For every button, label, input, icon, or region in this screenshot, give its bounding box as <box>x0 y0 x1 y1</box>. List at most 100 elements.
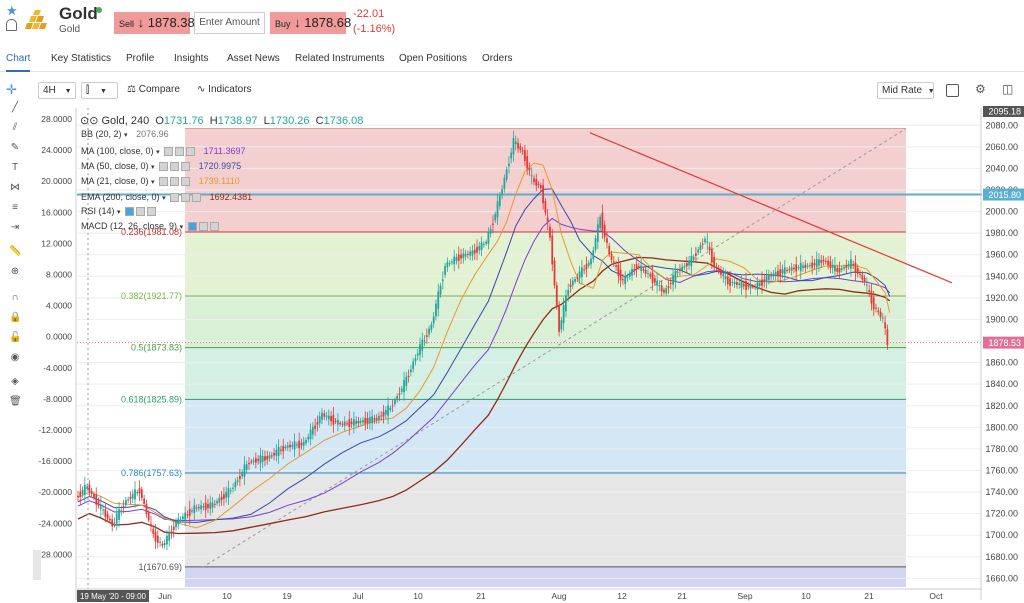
eye-icon[interactable]: ◉ <box>10 352 20 363</box>
x-tick-label: 19 <box>282 591 292 601</box>
visibility-icon[interactable] <box>198 222 208 232</box>
indicators-button[interactable]: ∿ Indicators <box>197 82 252 99</box>
ruler-icon[interactable]: 📏 <box>9 246 22 257</box>
tab-profile[interactable]: Profile <box>126 53 155 64</box>
candle-body <box>530 175 533 177</box>
candle-body <box>147 512 150 521</box>
visibility-icon[interactable] <box>175 147 185 157</box>
settings-icon[interactable] <box>159 162 169 172</box>
trash-icon[interactable]: 🗑 <box>9 396 22 407</box>
settings-icon[interactable] <box>170 193 180 203</box>
scroll-handle <box>33 550 41 580</box>
tab-open-positions[interactable]: Open Positions <box>399 53 467 64</box>
indicator-ma100[interactable]: MA (100, close, 0) ▾ 1711.3697 <box>81 146 246 157</box>
market-open-indicator <box>96 7 102 13</box>
candle-body <box>307 436 310 440</box>
candle-body <box>457 254 460 261</box>
candle-body <box>261 455 264 462</box>
zoom-in-icon[interactable]: ⊕ <box>10 266 20 277</box>
visibility-icon[interactable] <box>181 193 191 203</box>
candle-body <box>241 472 244 477</box>
tab-orders[interactable]: Orders <box>482 53 513 64</box>
forecast-tool-icon[interactable]: ⇥ <box>10 222 20 233</box>
visibility-icon[interactable] <box>136 207 146 217</box>
close-icon[interactable] <box>181 177 191 187</box>
text-tool-icon[interactable]: T <box>11 162 19 173</box>
candle-body <box>186 514 189 516</box>
candle-body <box>820 260 823 263</box>
pattern-tool-icon[interactable]: ⋈ <box>10 182 20 193</box>
candle-body <box>663 289 665 293</box>
candle-body <box>109 518 111 521</box>
chart-type-select[interactable]: ⫿ ▼ <box>81 82 118 99</box>
close-icon[interactable] <box>209 222 219 232</box>
brush-tool-icon[interactable]: ✎ <box>10 142 20 153</box>
settings-gear-icon[interactable]: ⚙ <box>975 82 986 96</box>
low-value: 1730.26 <box>269 115 310 127</box>
candle-body <box>143 498 146 504</box>
lock-icon[interactable]: 🔒 <box>9 312 22 323</box>
fib-tool-icon[interactable]: ≡ <box>12 202 18 213</box>
bell-icon[interactable] <box>6 19 17 31</box>
low-label: L <box>263 115 270 127</box>
close-icon[interactable] <box>147 207 157 217</box>
indicator-ema200[interactable]: EMA (200, close, 0) ▾ 1692.4381 <box>81 192 252 203</box>
unlock-icon[interactable]: 🔓 <box>9 332 22 343</box>
indicator-name: MA (100, close, 0) <box>81 146 154 156</box>
candle-body <box>259 455 262 464</box>
amount-input[interactable]: Enter Amount <box>194 12 265 34</box>
candle-body <box>772 273 775 277</box>
price-tick-label: 2000.00 <box>985 207 1018 217</box>
close-icon[interactable] <box>186 147 196 157</box>
settings-icon[interactable] <box>164 147 174 157</box>
chevron-down-icon: ▾ <box>151 164 155 171</box>
close-icon[interactable] <box>181 162 191 172</box>
high-label: H <box>209 115 218 127</box>
candle-body <box>879 311 882 318</box>
candle-body <box>694 253 697 256</box>
candle-body <box>172 526 175 530</box>
tab-asset-news[interactable]: Asset News <box>227 53 280 64</box>
crosshair-icon[interactable]: ✛ <box>6 82 17 97</box>
indicator-name: EMA (200, close, 0) <box>81 192 160 202</box>
indicator-ma50[interactable]: MA (50, close, 0) ▾ 1720.9975 <box>81 161 241 172</box>
tab-key-statistics[interactable]: Key Statistics <box>51 53 112 64</box>
indicator-macd[interactable]: MACD (12, 26, close, 9) ▾ <box>81 221 219 232</box>
sell-button[interactable]: Sell ↓ 1878.38 <box>114 12 195 34</box>
camera-icon[interactable]: ◫ <box>1002 82 1014 96</box>
price-chart[interactable]: 0.236(1981.08) 0.382(1921.77) 0.5(1873.83)… <box>33 104 1024 603</box>
settings-icon[interactable] <box>125 207 135 217</box>
fullscreen-icon[interactable] <box>946 84 959 97</box>
tab-chart[interactable]: Chart <box>6 50 31 72</box>
chevron-down-icon: ▾ <box>156 149 160 156</box>
candle-body <box>236 480 239 483</box>
buy-button[interactable]: Buy ↓ 1878.68 <box>270 12 351 34</box>
trendline-tool-icon[interactable]: ╱ <box>11 102 19 113</box>
tab-insights[interactable]: Insights <box>174 53 209 64</box>
candle-body <box>601 212 604 231</box>
candle-body <box>357 420 360 424</box>
visibility-icon[interactable] <box>170 162 180 172</box>
indicator-bb[interactable]: BB (20, 2) ▾ 2076.96 <box>81 129 169 140</box>
candle-body <box>672 275 674 285</box>
indicator-rsi[interactable]: RSI (14) ▾ <box>81 206 157 217</box>
tab-related-instruments[interactable]: Related Instruments <box>295 53 385 64</box>
candle-body <box>403 380 405 393</box>
candle-body <box>590 258 592 265</box>
close-icon[interactable] <box>192 193 202 203</box>
collapse-legend-icon[interactable]: ⊙⊙ <box>80 115 99 127</box>
candle-body <box>852 264 855 266</box>
settings-icon[interactable] <box>159 177 169 187</box>
candle-body <box>373 418 376 421</box>
visibility-icon[interactable] <box>170 177 180 187</box>
settings-icon[interactable] <box>187 222 197 232</box>
compare-button[interactable]: ⚖ Compare <box>127 82 180 99</box>
timeframe-select[interactable]: 4H ▼ <box>38 82 76 99</box>
layers-icon[interactable]: ◈ <box>11 376 19 387</box>
indicator-ma21[interactable]: MA (21, close, 0) ▾ 1739.1110 <box>81 176 240 187</box>
candle-body <box>83 484 86 495</box>
magnet-icon[interactable]: ∩ <box>11 292 19 303</box>
star-icon[interactable]: ★ <box>6 3 18 18</box>
channel-tool-icon[interactable]: ⫽ <box>12 122 18 133</box>
rate-select[interactable]: Mid Rate ▼ <box>877 82 935 99</box>
